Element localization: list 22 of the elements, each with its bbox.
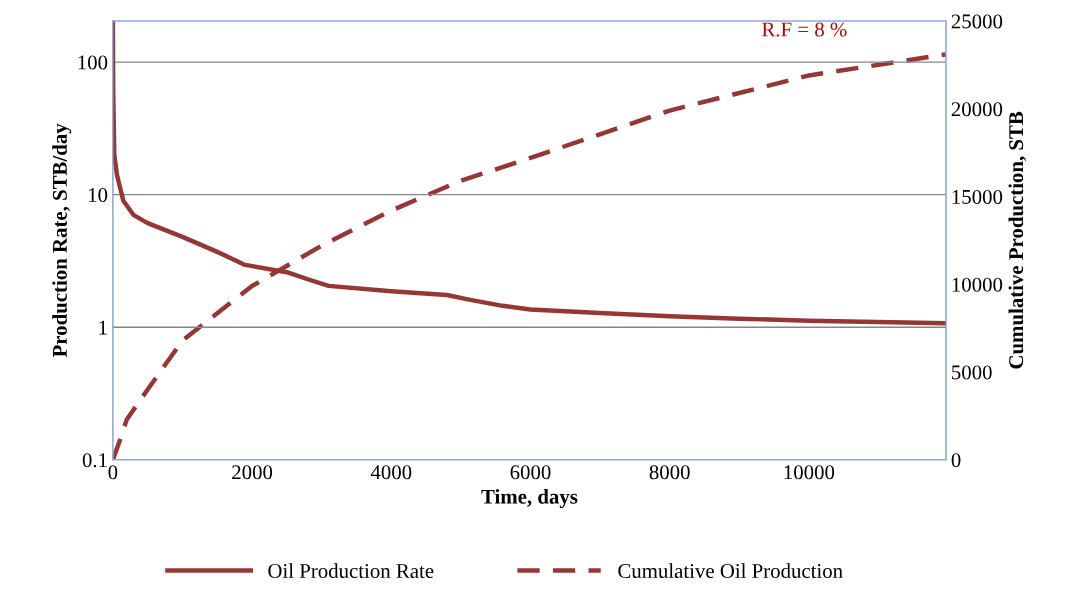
y-tick-label: 0.1 (82, 453, 107, 468)
x-axis-title: Time, days (481, 489, 578, 509)
y-axis-title: Production Rate, STB/day (52, 123, 72, 358)
y2-axis-title: Cumulative Production, STB (1008, 111, 1027, 369)
x-tick-label: 4000 (370, 465, 412, 480)
y2-tick-label: 5000 (952, 365, 992, 380)
x-tick-label: 6000 (510, 465, 551, 480)
y2-tick-label: 0 (951, 453, 961, 468)
y-tick-label: 10 (89, 188, 108, 203)
legend-label: Oil Production Rate (268, 563, 434, 579)
x-tick-label: 0 (108, 465, 118, 480)
legend-label: Cumulative Oil Production (618, 563, 843, 579)
y2-tick-label: 15000 (952, 189, 1003, 204)
y2-tick-label: 25000 (951, 14, 1003, 29)
y-tick-label: 1 (99, 320, 107, 335)
y-tick-label: 100 (78, 55, 108, 70)
y2-tick-label: 10000 (952, 277, 1003, 292)
annotation: R.F = 8 % (762, 22, 847, 37)
y2-tick-label: 20000 (951, 102, 1003, 117)
x-tick-label: 10000 (784, 465, 835, 480)
x-tick-label: 8000 (649, 465, 690, 480)
x-tick-label: 2000 (232, 465, 273, 480)
